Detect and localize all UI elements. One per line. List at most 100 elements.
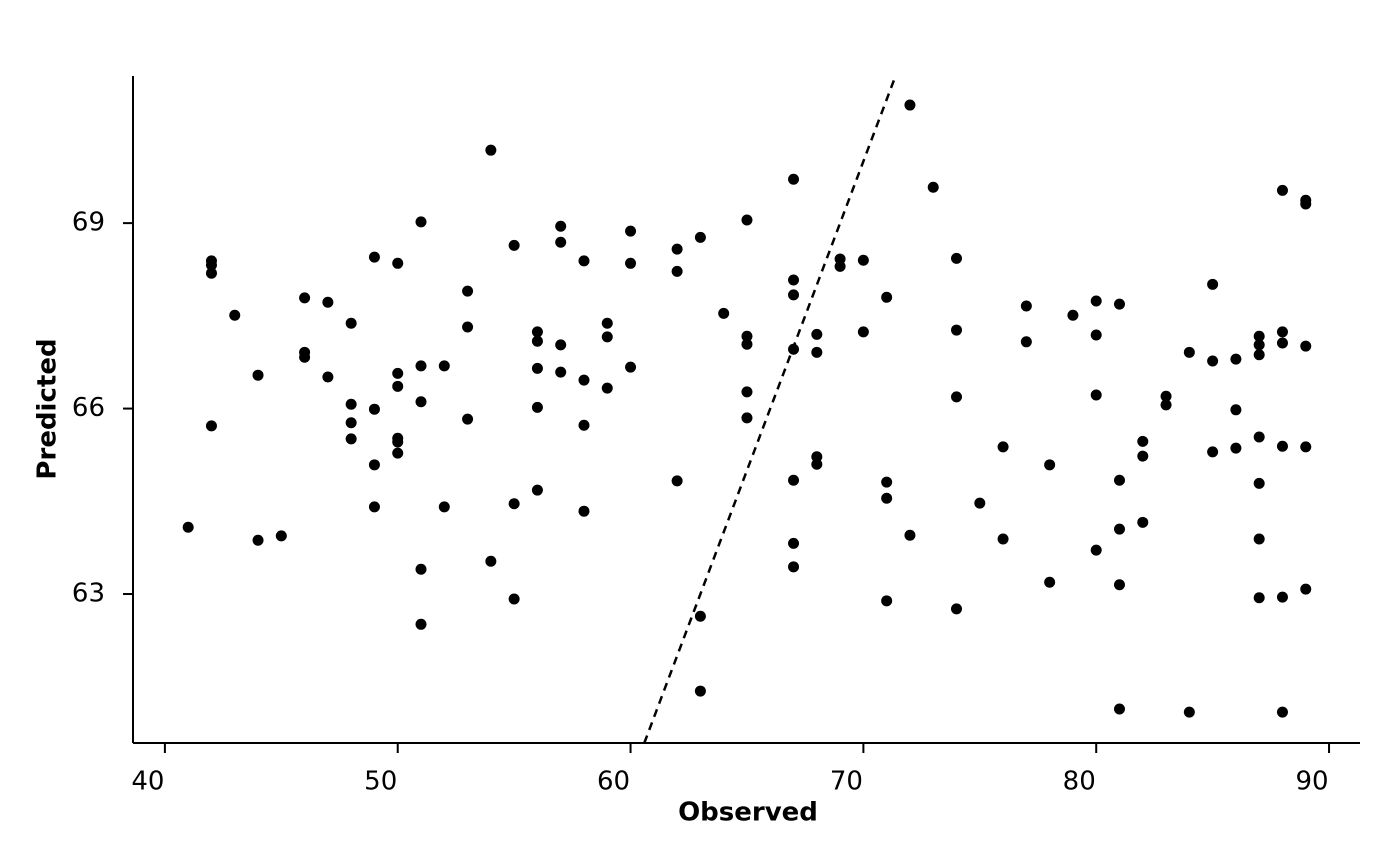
point: [1090, 329, 1102, 341]
point: [392, 447, 404, 459]
point: [345, 433, 357, 445]
point: [368, 251, 380, 263]
point: [1300, 340, 1312, 352]
point: [625, 361, 637, 373]
point: [788, 289, 800, 301]
point: [997, 533, 1009, 545]
point: [462, 285, 474, 297]
point: [951, 324, 963, 336]
point: [1113, 523, 1125, 535]
x-tick-label: 70: [830, 767, 863, 797]
point: [299, 292, 311, 304]
point: [788, 561, 800, 573]
point: [951, 603, 963, 615]
x-tick-label: 50: [364, 767, 397, 797]
point: [1276, 326, 1288, 338]
point: [694, 231, 706, 243]
point: [788, 274, 800, 286]
point: [788, 537, 800, 549]
point: [345, 317, 357, 329]
point: [718, 307, 730, 319]
point: [1113, 474, 1125, 486]
point: [811, 328, 823, 340]
point: [1113, 703, 1125, 715]
point: [1230, 353, 1242, 365]
point: [182, 521, 194, 533]
point: [508, 593, 520, 605]
point: [951, 391, 963, 403]
point: [299, 351, 311, 363]
point: [531, 362, 543, 374]
point: [531, 484, 543, 496]
point: [741, 330, 753, 342]
point: [601, 382, 613, 394]
point: [555, 339, 567, 351]
point: [1207, 446, 1219, 458]
point: [462, 413, 474, 425]
point: [1253, 349, 1265, 361]
point: [811, 458, 823, 470]
point: [741, 214, 753, 226]
point: [578, 505, 590, 517]
point: [927, 181, 939, 193]
point: [252, 369, 264, 381]
point: [741, 386, 753, 398]
point: [368, 459, 380, 471]
x-tick-label: 80: [1063, 767, 1096, 797]
point: [834, 260, 846, 272]
point: [415, 360, 427, 372]
point: [788, 173, 800, 185]
point: [857, 254, 869, 266]
point: [694, 685, 706, 697]
point: [1207, 278, 1219, 290]
y-tick-label: 66: [72, 393, 105, 423]
point: [1300, 583, 1312, 595]
point: [345, 398, 357, 410]
point: [741, 412, 753, 424]
point: [1276, 706, 1288, 718]
point: [392, 436, 404, 448]
point: [1044, 576, 1056, 588]
point: [485, 144, 497, 156]
point: [625, 225, 637, 237]
x-tick-label: 40: [131, 767, 164, 797]
point: [462, 321, 474, 333]
point: [275, 530, 287, 542]
point: [1137, 516, 1149, 528]
point: [555, 236, 567, 248]
point: [1276, 440, 1288, 452]
point: [1020, 300, 1032, 312]
point: [438, 501, 450, 513]
point: [788, 474, 800, 486]
point: [415, 396, 427, 408]
point: [974, 497, 986, 509]
point: [1044, 459, 1056, 471]
point: [951, 252, 963, 264]
x-tick-label: 60: [597, 767, 630, 797]
point: [1160, 399, 1172, 411]
point: [1253, 431, 1265, 443]
point: [578, 374, 590, 386]
point: [1113, 579, 1125, 591]
point: [694, 610, 706, 622]
point: [601, 331, 613, 343]
point: [997, 441, 1009, 453]
point: [555, 220, 567, 232]
point: [531, 326, 543, 338]
x-axis-title: Observed: [678, 798, 818, 828]
point: [205, 420, 217, 432]
point: [1113, 298, 1125, 310]
point: [671, 243, 683, 255]
point: [811, 346, 823, 358]
point: [531, 401, 543, 413]
point: [205, 267, 217, 279]
point: [508, 498, 520, 510]
point: [1207, 355, 1219, 367]
point: [1160, 390, 1172, 402]
point: [392, 367, 404, 379]
point: [1090, 389, 1102, 401]
point: [322, 296, 334, 308]
point: [531, 335, 543, 347]
point: [1090, 295, 1102, 307]
point: [1137, 450, 1149, 462]
